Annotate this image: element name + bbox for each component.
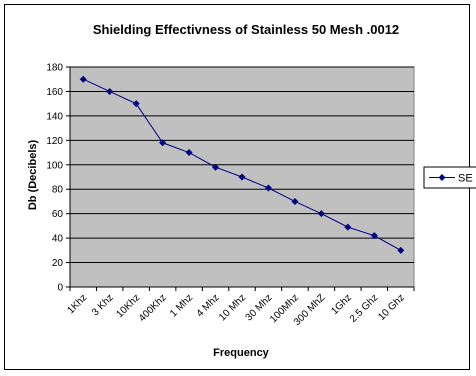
y-tick-label: 100 (46, 160, 63, 171)
data-point (370, 232, 378, 240)
data-point (212, 163, 220, 171)
y-tick-label: 120 (46, 136, 63, 147)
data-point (79, 75, 87, 83)
y-tick-label: 140 (46, 111, 63, 122)
data-point (317, 210, 325, 218)
data-point (397, 246, 405, 254)
data-point (344, 223, 352, 231)
chart-title: Shielding Effectivness of Stainless 50 M… (93, 22, 399, 37)
data-point (291, 197, 299, 205)
y-tick-label: 80 (52, 185, 64, 196)
data-point (185, 149, 193, 157)
x-tick-label: 400Khz (137, 292, 169, 324)
y-tick-label: 180 (46, 63, 63, 74)
data-point (106, 87, 114, 95)
x-axis-title: Frequency (213, 347, 270, 359)
y-axis-title: Db (Decibels) (27, 140, 39, 211)
data-point (159, 139, 167, 147)
y-tick-label: 20 (52, 258, 64, 269)
legend-marker (438, 174, 446, 181)
y-tick-label: 160 (46, 87, 63, 98)
y-tick-label: 60 (52, 209, 64, 220)
x-tick-label: 3 Khz (90, 292, 116, 318)
data-point (238, 173, 246, 181)
y-tick-label: 40 (52, 234, 64, 245)
data-point (132, 100, 140, 108)
x-tick-label: 2.5 Ghz (348, 292, 381, 325)
legend-label: SE (458, 173, 473, 185)
x-tick-label: 10 Mhz (217, 292, 248, 323)
x-tick-label: 1Khz (65, 292, 89, 316)
x-tick-label: 10 Ghz (376, 292, 407, 323)
x-tick-label: 1 Mhz (168, 292, 195, 319)
y-tick-label: 0 (57, 283, 63, 294)
legend: SE (423, 166, 476, 189)
x-tick-label: 1Ghz (329, 292, 354, 317)
data-point (264, 184, 272, 192)
